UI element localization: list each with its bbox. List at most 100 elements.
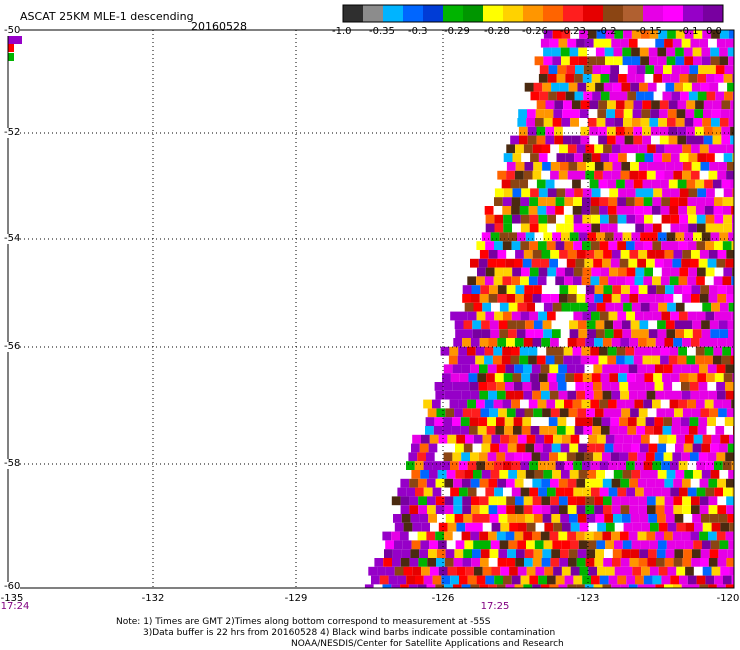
wind-cell [687, 311, 697, 321]
wind-cell [655, 250, 665, 259]
wind-cell [569, 47, 579, 57]
wind-cell [480, 549, 490, 558]
wind-cell [491, 434, 501, 444]
wind-cell [438, 434, 448, 444]
wind-cell [417, 584, 427, 588]
wind-cell [611, 531, 620, 541]
wind-cell [653, 188, 663, 198]
wind-cell [521, 267, 530, 277]
colorbar-tick-label: -0.28 [484, 26, 510, 37]
wind-cell [528, 179, 537, 189]
wind-cell [461, 390, 471, 400]
wind-cell [713, 399, 723, 409]
wind-cell [567, 496, 577, 506]
wind-cell [452, 584, 462, 588]
wind-cell [649, 540, 658, 550]
wind-cell [569, 514, 578, 523]
wind-cell [675, 470, 685, 479]
wind-cell [443, 364, 453, 374]
wind-cell [681, 38, 691, 48]
wind-cell [444, 531, 453, 541]
wind-cell [470, 364, 479, 374]
wind-cell [565, 426, 575, 435]
wind-cell [538, 267, 548, 277]
wind-cell [584, 364, 594, 374]
wind-cell [522, 417, 532, 426]
wind-cell [652, 223, 662, 233]
wind-cell [602, 364, 611, 374]
wind-cell [557, 426, 566, 435]
wind-cell [670, 575, 679, 585]
wind-cell [503, 223, 513, 233]
wind-cell [638, 478, 647, 488]
wind-cell [566, 452, 576, 462]
wind-cell [569, 329, 579, 338]
wind-cell [655, 390, 665, 400]
wind-cell [711, 566, 721, 576]
wind-cell [513, 426, 522, 435]
wind-cell [599, 276, 609, 286]
wind-cell [670, 487, 679, 497]
wind-cell [593, 382, 602, 391]
wind-cell [662, 91, 672, 101]
wind-cell [672, 382, 681, 391]
wind-cell [608, 311, 618, 321]
wind-cell [647, 408, 657, 418]
wind-cell [687, 197, 697, 206]
lon-label: -120 [716, 593, 740, 604]
wind-cell [425, 426, 434, 435]
wind-cell [444, 558, 454, 567]
wind-cell [687, 461, 697, 470]
wind-cell [681, 390, 691, 400]
wind-cell [640, 118, 650, 127]
wind-cell [661, 575, 671, 585]
wind-cell [635, 373, 645, 382]
wind-cell [690, 38, 700, 48]
wind-cell [535, 118, 544, 127]
wind-cell [553, 434, 562, 444]
wind-cell [620, 144, 630, 154]
wind-cell [681, 382, 690, 391]
wind-cell [544, 434, 553, 444]
wind-cell [557, 417, 567, 426]
wind-cell [719, 56, 729, 66]
wind-cell [702, 434, 712, 444]
wind-cell [674, 514, 684, 523]
wind-cell [604, 47, 614, 57]
wind-cell [579, 434, 589, 444]
wind-cell [587, 232, 597, 242]
wind-cell [624, 179, 634, 189]
wind-cell [717, 496, 727, 506]
wind-cell [447, 522, 457, 532]
wind-cell [452, 452, 462, 462]
wind-cell [690, 531, 700, 541]
wind-cell [595, 47, 605, 57]
wind-cell [583, 91, 593, 101]
wind-cell [605, 118, 615, 127]
wind-cell [631, 329, 640, 338]
wind-cell [633, 355, 643, 365]
wind-cell [594, 144, 604, 154]
wind-cell [479, 390, 489, 400]
wind-cell [511, 241, 521, 250]
wind-cell [591, 214, 600, 224]
wind-cell [721, 179, 731, 189]
wind-cell [710, 540, 720, 550]
wind-cell [547, 267, 557, 277]
wind-cell [540, 417, 549, 426]
wind-cell [479, 364, 488, 374]
wind-cell [714, 461, 723, 470]
wind-cell [732, 223, 734, 233]
wind-cell [463, 443, 473, 453]
wind-cell [523, 584, 533, 588]
wind-cell [623, 30, 632, 39]
wind-cell [689, 382, 699, 391]
wind-cell [661, 241, 670, 250]
wind-cell [527, 126, 537, 136]
wind-cell [707, 382, 717, 391]
wind-cell [535, 522, 545, 532]
wind-cell [535, 302, 544, 312]
wind-cell [693, 232, 702, 242]
scatterometer-swath [8, 30, 734, 588]
wind-cell [636, 426, 645, 435]
